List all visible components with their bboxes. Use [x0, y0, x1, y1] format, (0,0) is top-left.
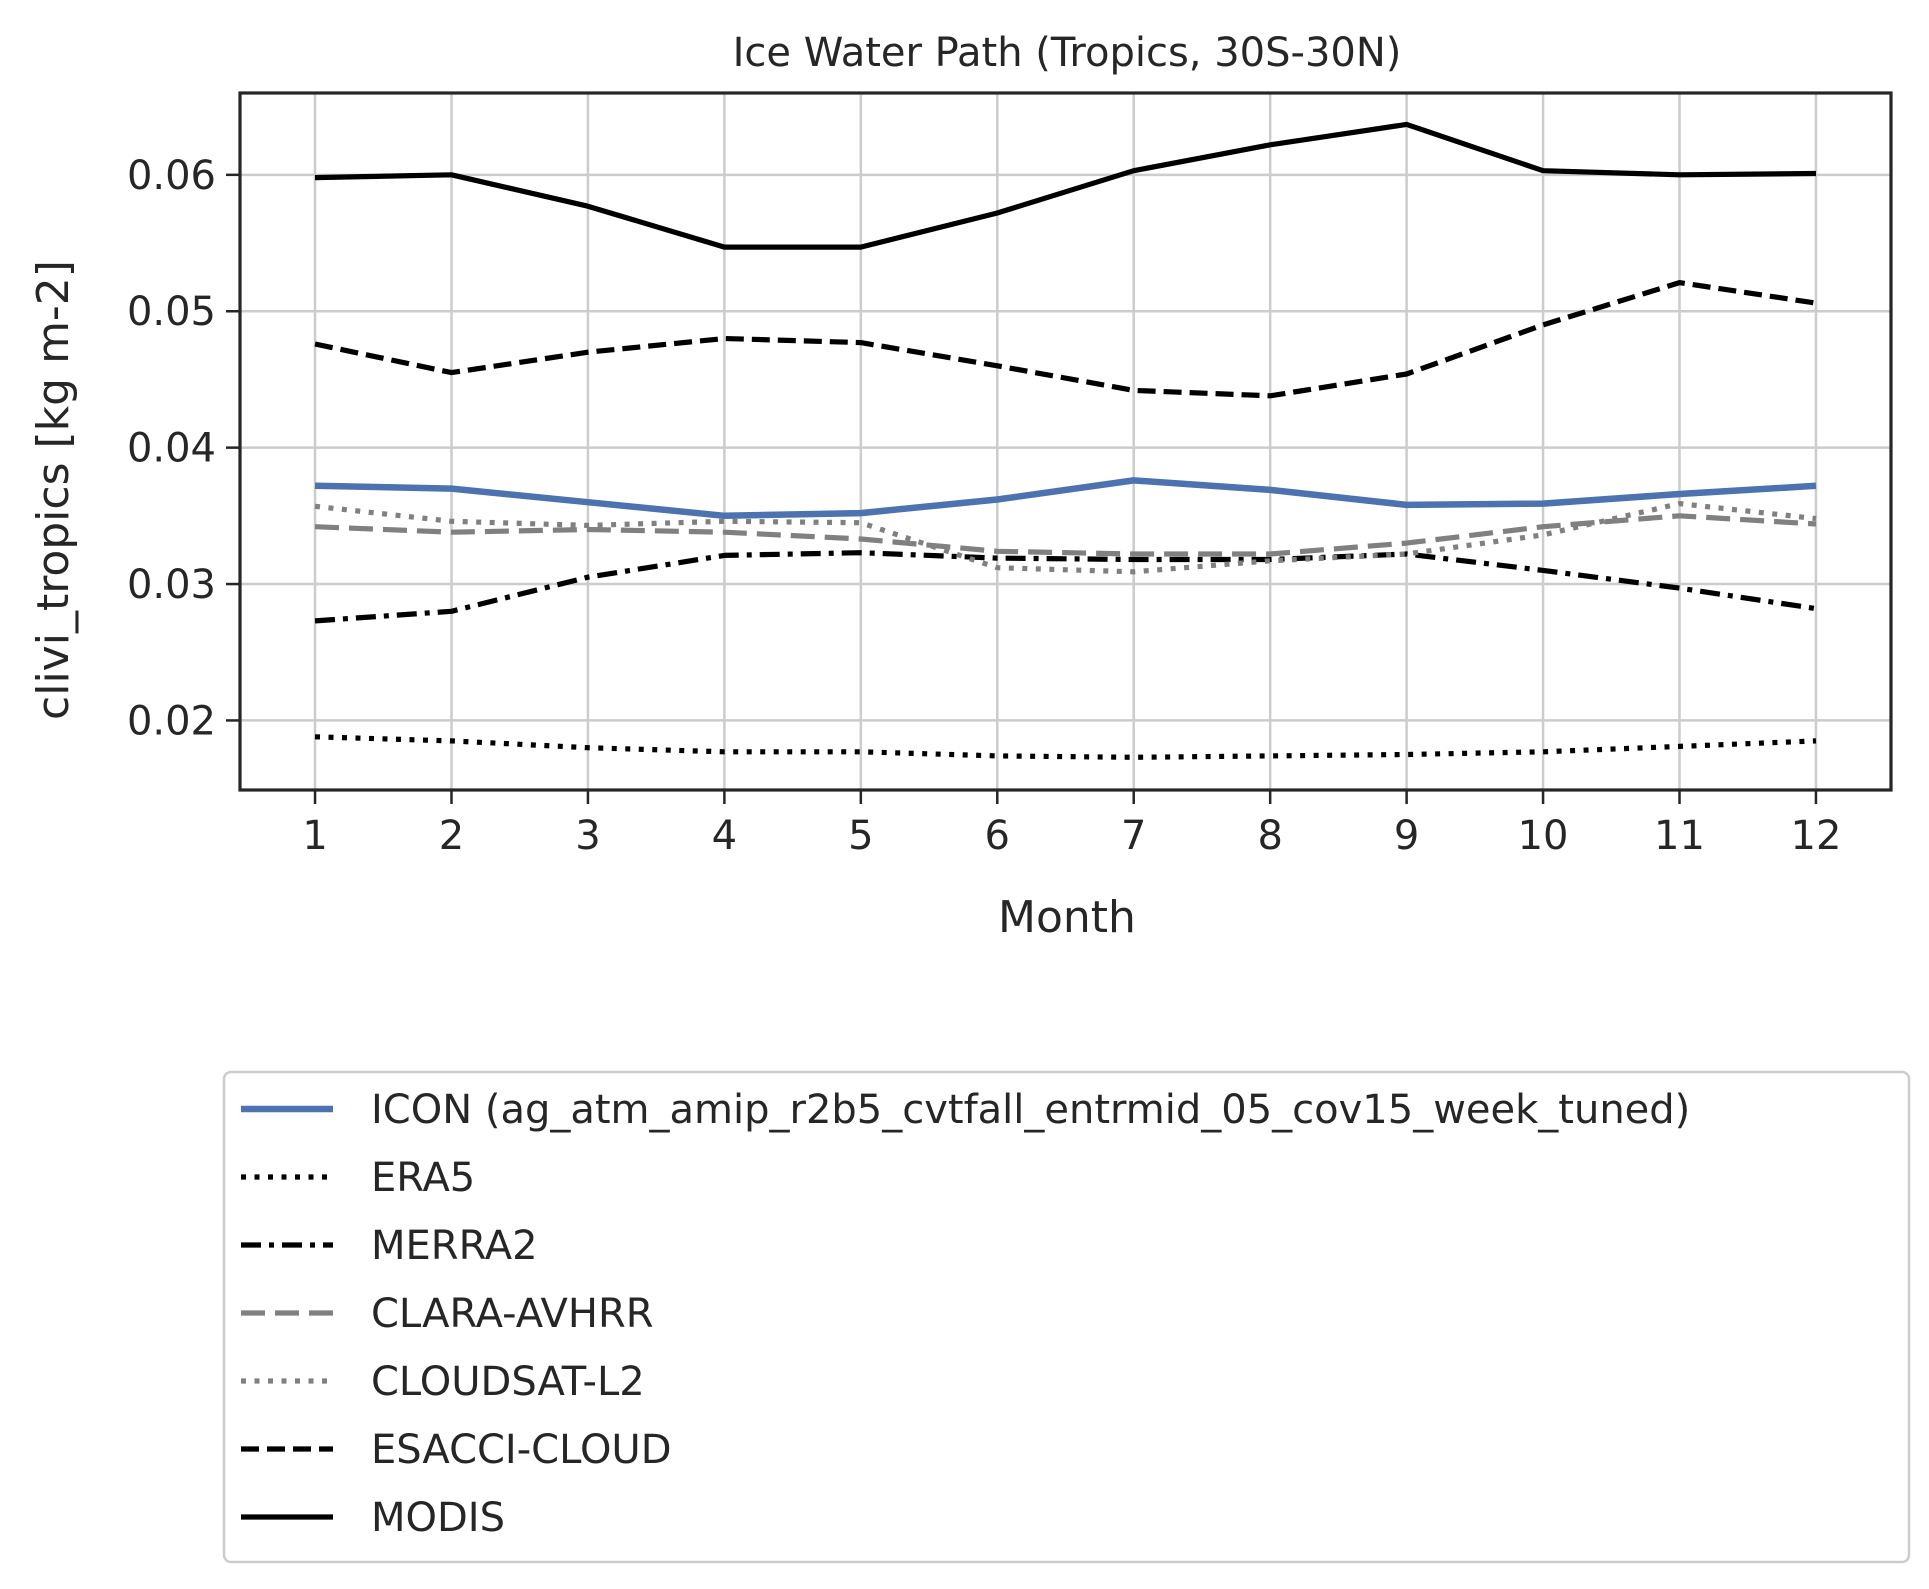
- x-tick-label: 7: [1121, 813, 1146, 859]
- y-tick-label: 0.04: [127, 426, 216, 472]
- series-line-modis: [314, 121, 1817, 250]
- series-line-merra2: [314, 550, 1817, 624]
- legend-label-clara-avhrr: CLARA-AVHRR: [371, 1291, 654, 1337]
- legend-label-era5: ERA5: [371, 1155, 475, 1201]
- plot-frame: [238, 91, 1893, 792]
- x-tick-label: 5: [848, 813, 873, 859]
- x-tick-label: 6: [985, 813, 1010, 859]
- legend-label-modis: MODIS: [371, 1495, 505, 1541]
- legend-items: ICON (ag_atm_amip_r2b5_cvtfall_entrmid_0…: [241, 1087, 1690, 1541]
- y-tick-label: 0.05: [127, 289, 216, 335]
- x-axis-label: Month: [998, 892, 1136, 943]
- y-axis-label: clivi_tropics [kg m-2]: [28, 260, 79, 720]
- x-tick-label: 12: [1791, 813, 1842, 859]
- chart-title: Ice Water Path (Tropics, 30S-30N): [733, 30, 1402, 76]
- legend-label-merra2: MERRA2: [371, 1223, 538, 1269]
- x-tick-label: 8: [1257, 813, 1282, 859]
- y-tick-label: 0.02: [127, 698, 216, 744]
- grid-lines: [240, 93, 1891, 790]
- legend-box: [222, 1070, 1911, 1564]
- x-tick-label: 4: [712, 813, 737, 859]
- x-tick-label: 1: [302, 813, 327, 859]
- legend-label-icon-ag-atm-amip-r2b5-cvtfall-entrmid-05-cov15-week-tuned: ICON (ag_atm_amip_r2b5_cvtfall_entrmid_0…: [371, 1087, 1690, 1133]
- y-axis: 0.02 0.03 0.04 0.05 0.06: [127, 153, 240, 744]
- x-tick-label: 10: [1518, 813, 1569, 859]
- x-tick-label: 11: [1654, 813, 1705, 859]
- x-tick-label: 3: [575, 813, 600, 859]
- series-line-icon-ag-atm-amip-r2b5-cvtfall-entrmid-05-cov15-week-tuned: [314, 477, 1817, 520]
- x-tick-label: 2: [439, 813, 464, 859]
- x-tick-label: 9: [1394, 813, 1419, 859]
- series-line-cloudsat-l2: [314, 501, 1817, 575]
- series-line-esacci-cloud: [314, 280, 1817, 399]
- legend-label-esacci-cloud: ESACCI-CLOUD: [371, 1427, 672, 1473]
- legend-label-cloudsat-l2: CLOUDSAT-L2: [371, 1359, 645, 1405]
- y-tick-label: 0.06: [127, 153, 216, 199]
- y-tick-label: 0.03: [127, 562, 216, 608]
- series-line-clara-avhrr: [314, 513, 1817, 557]
- legend: ICON (ag_atm_amip_r2b5_cvtfall_entrmid_0…: [222, 1070, 1911, 1564]
- x-axis: 1 2 3 4 5 6 7 8 9 10 11 12: [302, 790, 1841, 859]
- series-layer: [314, 121, 1817, 760]
